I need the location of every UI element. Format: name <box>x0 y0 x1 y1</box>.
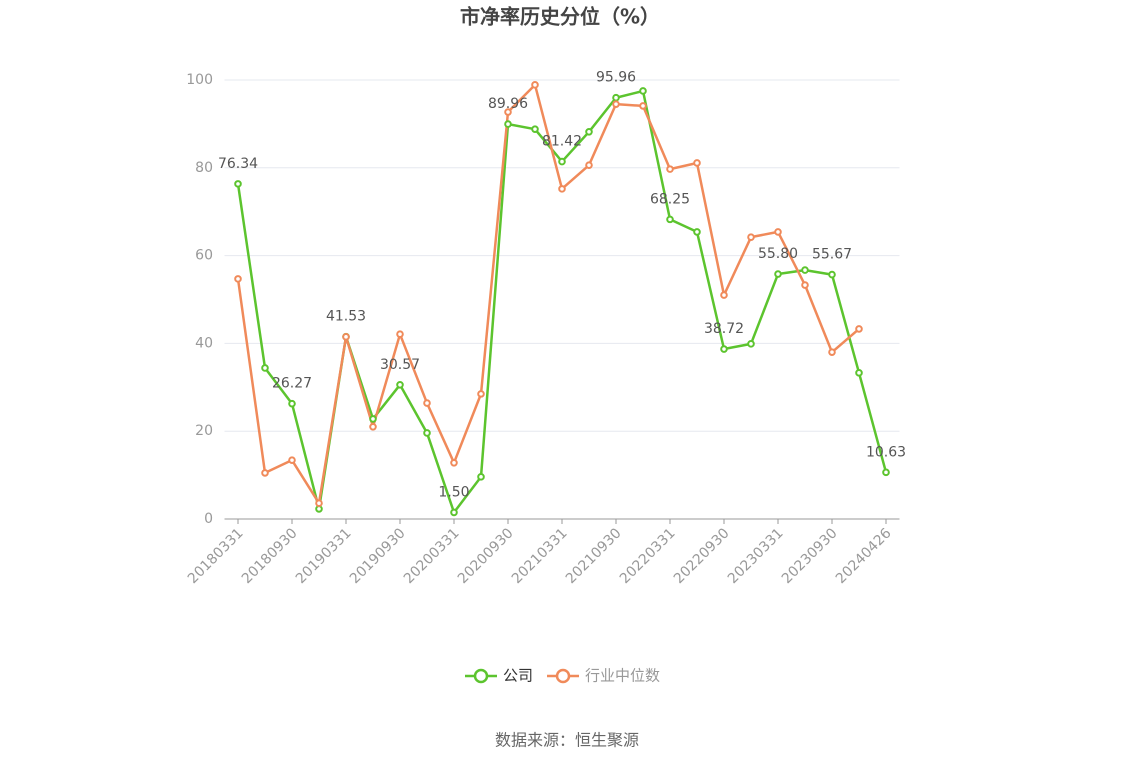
legend-marker <box>555 668 571 684</box>
point <box>639 87 647 95</box>
point <box>882 468 890 477</box>
point <box>612 100 620 108</box>
y-tick-label: 0 <box>204 511 213 527</box>
point <box>558 157 566 166</box>
point <box>666 215 674 224</box>
data-label: 38.72 <box>704 321 744 337</box>
data-label: 55.67 <box>812 247 852 263</box>
chart-title: 市净率历史分位（%） <box>460 5 660 29</box>
x-tick-label: 20220930 <box>671 525 733 587</box>
point <box>369 415 377 423</box>
data-label: 26.27 <box>272 376 312 392</box>
point <box>531 81 539 89</box>
point <box>747 340 755 348</box>
x-tick-label: 20190331 <box>293 525 355 587</box>
point <box>855 369 863 377</box>
point <box>693 228 701 236</box>
point <box>288 399 296 408</box>
point <box>342 333 350 341</box>
point <box>585 128 593 136</box>
point <box>747 233 755 241</box>
point <box>450 508 458 517</box>
data-label: 89.96 <box>488 96 528 112</box>
y-tick-label: 40 <box>195 335 213 351</box>
series-line <box>236 89 888 514</box>
x-tick-label: 20230930 <box>779 525 841 587</box>
point <box>639 102 647 110</box>
point <box>801 281 809 289</box>
point <box>477 473 485 481</box>
x-tick-label: 20210930 <box>563 525 625 587</box>
point <box>369 423 377 431</box>
legend-label: 公司 <box>503 667 533 685</box>
point <box>693 159 701 167</box>
data-label: 55.80 <box>758 246 798 262</box>
data-label: 95.96 <box>596 70 636 86</box>
y-tick-label: 100 <box>186 72 213 88</box>
point <box>234 180 242 188</box>
x-tick-label: 20220331 <box>617 525 679 587</box>
point <box>234 275 242 283</box>
point <box>558 185 566 193</box>
y-tick-label: 20 <box>195 423 213 439</box>
data-label: 1.50 <box>438 484 469 500</box>
legend: 公司 行业中位数 <box>465 667 660 685</box>
point <box>450 459 458 467</box>
y-tick-label: 80 <box>195 160 213 176</box>
x-tick-label: 20180930 <box>239 525 301 587</box>
x-tick-label: 20180331 <box>185 525 247 587</box>
point <box>396 380 404 389</box>
y-tick-label: 60 <box>195 248 213 264</box>
point <box>261 364 269 372</box>
data-label: 81.42 <box>542 134 582 150</box>
x-tick-label: 20190930 <box>347 525 409 587</box>
point <box>612 93 620 102</box>
point <box>423 429 431 437</box>
point <box>261 469 269 477</box>
point <box>585 161 593 169</box>
x-tick-label: 20230331 <box>725 525 787 587</box>
data-label: 76.34 <box>218 156 258 172</box>
point <box>720 345 728 353</box>
point <box>288 456 296 464</box>
point <box>504 120 512 128</box>
legend-marker <box>473 668 489 684</box>
x-tick-label: 20200331 <box>401 525 463 587</box>
point <box>504 108 512 116</box>
x-tick-label: 20200930 <box>455 525 517 587</box>
point <box>477 390 485 398</box>
point <box>531 125 539 133</box>
x-tick-label: 20210331 <box>509 525 571 587</box>
point <box>774 228 782 236</box>
data-label: 10.63 <box>866 444 906 460</box>
series-line <box>236 83 860 505</box>
data-label: 30.57 <box>380 357 420 373</box>
point <box>423 399 431 407</box>
x-tick-label: 20240426 <box>833 525 895 587</box>
point <box>828 348 836 356</box>
source: 数据来源：恒生聚源 <box>495 731 639 750</box>
point <box>666 165 674 173</box>
point <box>828 270 836 279</box>
point <box>774 270 782 278</box>
point <box>801 266 809 274</box>
point <box>315 499 323 507</box>
data-label: 41.53 <box>326 309 366 325</box>
point <box>855 325 863 333</box>
point <box>396 330 404 338</box>
legend-label: 行业中位数 <box>585 667 660 685</box>
data-label: 68.25 <box>650 191 690 207</box>
point <box>720 291 728 299</box>
